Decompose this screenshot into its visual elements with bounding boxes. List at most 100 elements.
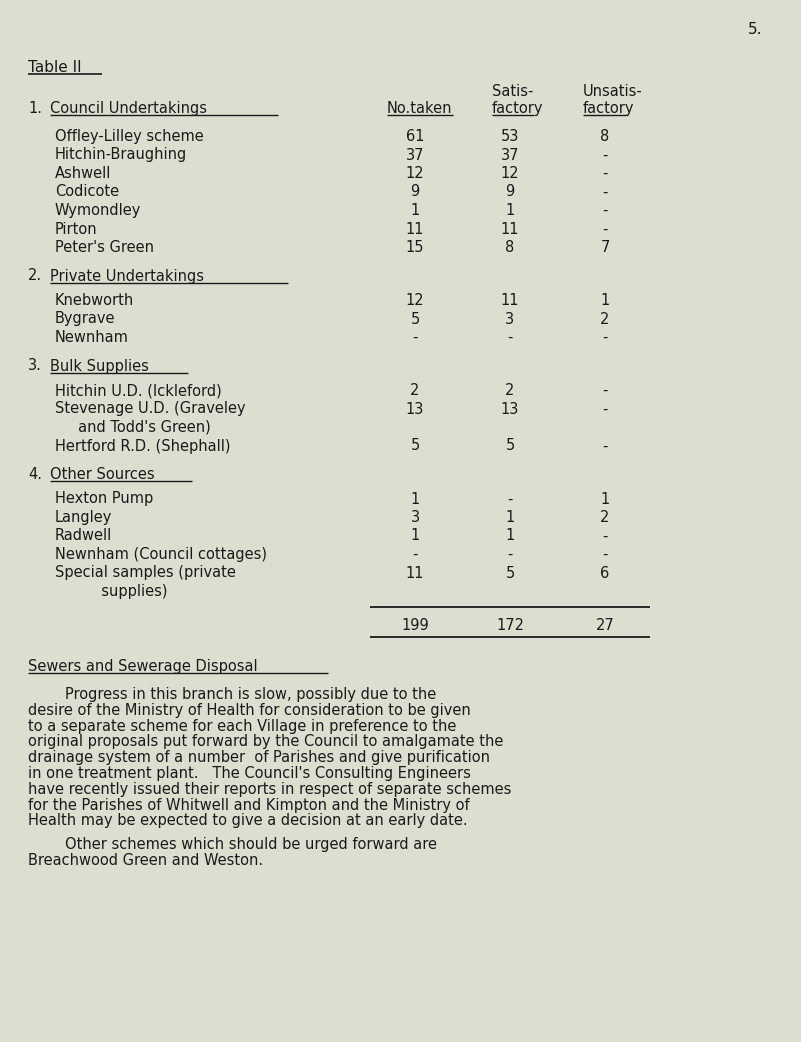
Text: Table II: Table II <box>28 60 82 75</box>
Text: Health may be expected to give a decision at an early date.: Health may be expected to give a decisio… <box>28 814 468 828</box>
Text: 13: 13 <box>501 401 519 417</box>
Text: Progress in this branch is slow, possibly due to the: Progress in this branch is slow, possibl… <box>28 687 437 702</box>
Text: factory: factory <box>492 101 544 116</box>
Text: 1: 1 <box>601 492 610 506</box>
Text: Other schemes which should be urged forward are: Other schemes which should be urged forw… <box>28 837 437 852</box>
Text: -: - <box>413 330 417 345</box>
Text: 7: 7 <box>600 240 610 255</box>
Text: 5: 5 <box>505 439 514 453</box>
Text: -: - <box>602 166 608 181</box>
Text: 12: 12 <box>405 166 425 181</box>
Text: Breachwood Green and Weston.: Breachwood Green and Weston. <box>28 853 263 868</box>
Text: 3.: 3. <box>28 358 42 373</box>
Text: 1.: 1. <box>28 101 42 116</box>
Text: Knebworth: Knebworth <box>55 293 135 308</box>
Text: Private Undertakings: Private Undertakings <box>50 269 204 283</box>
Text: 61: 61 <box>406 129 425 144</box>
Text: for the Parishes of Whitwell and Kimpton and the Ministry of: for the Parishes of Whitwell and Kimpton… <box>28 797 469 813</box>
Text: Newnham (Council cottages): Newnham (Council cottages) <box>55 547 267 562</box>
Text: 5: 5 <box>410 439 420 453</box>
Text: 3: 3 <box>410 510 420 525</box>
Text: 2: 2 <box>505 383 515 398</box>
Text: -: - <box>413 547 417 562</box>
Text: -: - <box>602 203 608 218</box>
Text: Other Sources: Other Sources <box>50 467 155 482</box>
Text: 2: 2 <box>600 312 610 326</box>
Text: to a separate scheme for each Village in preference to the: to a separate scheme for each Village in… <box>28 719 457 734</box>
Text: -: - <box>602 383 608 398</box>
Text: Bygrave: Bygrave <box>55 312 115 326</box>
Text: -: - <box>602 330 608 345</box>
Text: 5: 5 <box>410 312 420 326</box>
Text: Special samples (private: Special samples (private <box>55 566 235 580</box>
Text: Hitchin-Braughing: Hitchin-Braughing <box>55 148 187 163</box>
Text: Unsatis-: Unsatis- <box>583 84 642 99</box>
Text: 13: 13 <box>406 401 425 417</box>
Text: original proposals put forward by the Council to amalgamate the: original proposals put forward by the Co… <box>28 735 503 749</box>
Text: Newnham: Newnham <box>55 330 129 345</box>
Text: desire of the Ministry of Health for consideration to be given: desire of the Ministry of Health for con… <box>28 702 471 718</box>
Text: 11: 11 <box>501 222 519 237</box>
Text: 1: 1 <box>505 510 514 525</box>
Text: Radwell: Radwell <box>55 528 112 544</box>
Text: Offley-Lilley scheme: Offley-Lilley scheme <box>55 129 203 144</box>
Text: 1: 1 <box>505 528 514 544</box>
Text: 1: 1 <box>505 203 514 218</box>
Text: 2: 2 <box>410 383 420 398</box>
Text: 172: 172 <box>496 619 524 634</box>
Text: 1: 1 <box>601 293 610 308</box>
Text: 1: 1 <box>410 203 420 218</box>
Text: -: - <box>602 184 608 199</box>
Text: 12: 12 <box>405 293 425 308</box>
Text: and Todd's Green): and Todd's Green) <box>55 420 211 435</box>
Text: No.taken: No.taken <box>387 101 453 116</box>
Text: Stevenage U.D. (Graveley: Stevenage U.D. (Graveley <box>55 401 246 417</box>
Text: 1: 1 <box>410 492 420 506</box>
Text: 6: 6 <box>601 566 610 580</box>
Text: Bulk Supplies: Bulk Supplies <box>50 358 149 373</box>
Text: Langley: Langley <box>55 510 112 525</box>
Text: 5: 5 <box>505 566 514 580</box>
Text: 11: 11 <box>501 293 519 308</box>
Text: 12: 12 <box>501 166 519 181</box>
Text: 53: 53 <box>501 129 519 144</box>
Text: supplies): supplies) <box>55 584 167 599</box>
Text: 3: 3 <box>505 312 514 326</box>
Text: 5.: 5. <box>748 22 763 38</box>
Text: Pirton: Pirton <box>55 222 98 237</box>
Text: 2: 2 <box>600 510 610 525</box>
Text: -: - <box>602 148 608 163</box>
Text: -: - <box>602 547 608 562</box>
Text: 37: 37 <box>406 148 425 163</box>
Text: Ashwell: Ashwell <box>55 166 111 181</box>
Text: -: - <box>507 330 513 345</box>
Text: Peter's Green: Peter's Green <box>55 240 154 255</box>
Text: -: - <box>602 439 608 453</box>
Text: 11: 11 <box>406 566 425 580</box>
Text: Council Undertakings: Council Undertakings <box>50 101 207 116</box>
Text: -: - <box>602 528 608 544</box>
Text: -: - <box>507 492 513 506</box>
Text: Hexton Pump: Hexton Pump <box>55 492 153 506</box>
Text: 1: 1 <box>410 528 420 544</box>
Text: Satis-: Satis- <box>492 84 533 99</box>
Text: 27: 27 <box>596 619 614 634</box>
Text: -: - <box>602 222 608 237</box>
Text: 15: 15 <box>406 240 425 255</box>
Text: 8: 8 <box>505 240 514 255</box>
Text: 9: 9 <box>410 184 420 199</box>
Text: factory: factory <box>583 101 634 116</box>
Text: 8: 8 <box>601 129 610 144</box>
Text: Hertford R.D. (Shephall): Hertford R.D. (Shephall) <box>55 439 231 453</box>
Text: Codicote: Codicote <box>55 184 119 199</box>
Text: 2.: 2. <box>28 269 42 283</box>
Text: in one treatment plant.   The Council's Consulting Engineers: in one treatment plant. The Council's Co… <box>28 766 471 782</box>
Text: 4.: 4. <box>28 467 42 482</box>
Text: -: - <box>507 547 513 562</box>
Text: 37: 37 <box>501 148 519 163</box>
Text: Hitchin U.D. (Ickleford): Hitchin U.D. (Ickleford) <box>55 383 222 398</box>
Text: -: - <box>602 401 608 417</box>
Text: Sewers and Sewerage Disposal: Sewers and Sewerage Disposal <box>28 659 258 674</box>
Text: have recently issued their reports in respect of separate schemes: have recently issued their reports in re… <box>28 782 511 797</box>
Text: 199: 199 <box>401 619 429 634</box>
